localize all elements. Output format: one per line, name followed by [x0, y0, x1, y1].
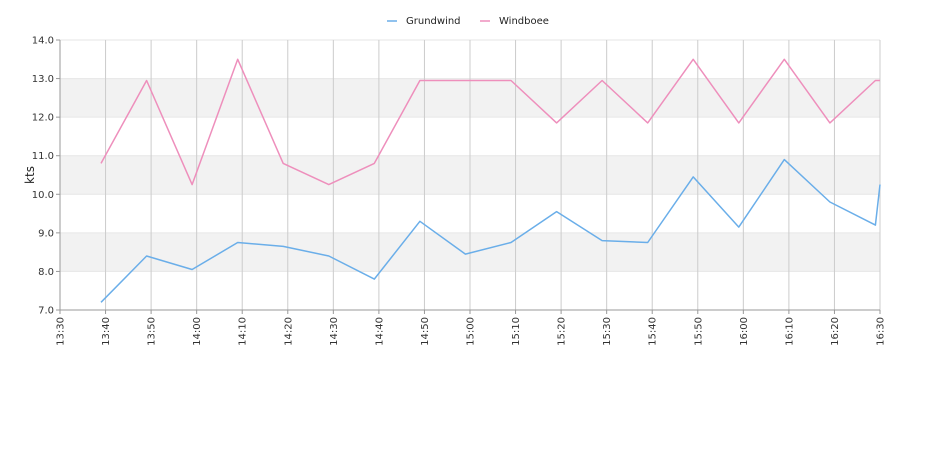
x-tick-label: 15:50 [693, 317, 704, 346]
y-tick-label: 13.0 [32, 74, 54, 85]
y-tick-label: 9.0 [38, 228, 54, 239]
x-tick-label: 13:30 [56, 317, 67, 346]
x-tick-label: 14:20 [283, 317, 294, 346]
x-tick-label: 14:40 [374, 317, 385, 346]
x-tick-label: 16:20 [830, 317, 841, 346]
x-tick-label: 15:30 [602, 317, 613, 346]
legend: Grundwind Windboee [387, 16, 549, 27]
x-tick-label: 15:00 [466, 317, 477, 346]
x-tick-label: 16:00 [739, 317, 750, 346]
y-tick-label: 7.0 [38, 306, 54, 317]
series-lines [100, 58, 881, 303]
x-tick-label: 13:50 [147, 317, 158, 346]
y-tick-label: 12.0 [32, 113, 54, 124]
x-tick-label: 14:30 [329, 317, 340, 346]
y-axis-label: kts [23, 166, 37, 184]
x-tick-label: 16:10 [784, 317, 795, 346]
series-line-grundwind [100, 158, 881, 303]
x-tick-label: 13:40 [101, 317, 112, 346]
x-tick-label: 15:20 [557, 317, 568, 346]
x-tick-label: 15:10 [511, 317, 522, 346]
series-line-windboee [100, 58, 880, 186]
x-tick-label: 14:00 [192, 317, 203, 346]
y-axis-ticks: 7.0 8.0 9.0 10.0 11.0 12.0 13.0 14.0 [32, 36, 60, 317]
x-tick-label: 14:10 [238, 317, 249, 346]
legend-label-windboee: Windboee [499, 16, 549, 27]
y-tick-label: 10.0 [32, 190, 54, 201]
y-tick-label: 8.0 [38, 267, 54, 278]
x-tick-label: 16:30 [876, 317, 887, 346]
legend-label-grundwind: Grundwind [406, 16, 461, 27]
x-axis-ticks: 13:30 13:40 13:50 14:00 14:10 14:20 14:30 14:40… [56, 310, 887, 346]
y-tick-label: 14.0 [32, 36, 54, 47]
y-tick-label: 11.0 [32, 151, 54, 162]
x-tick-label: 14:50 [420, 317, 431, 346]
x-tick-label: 15:40 [648, 317, 659, 346]
